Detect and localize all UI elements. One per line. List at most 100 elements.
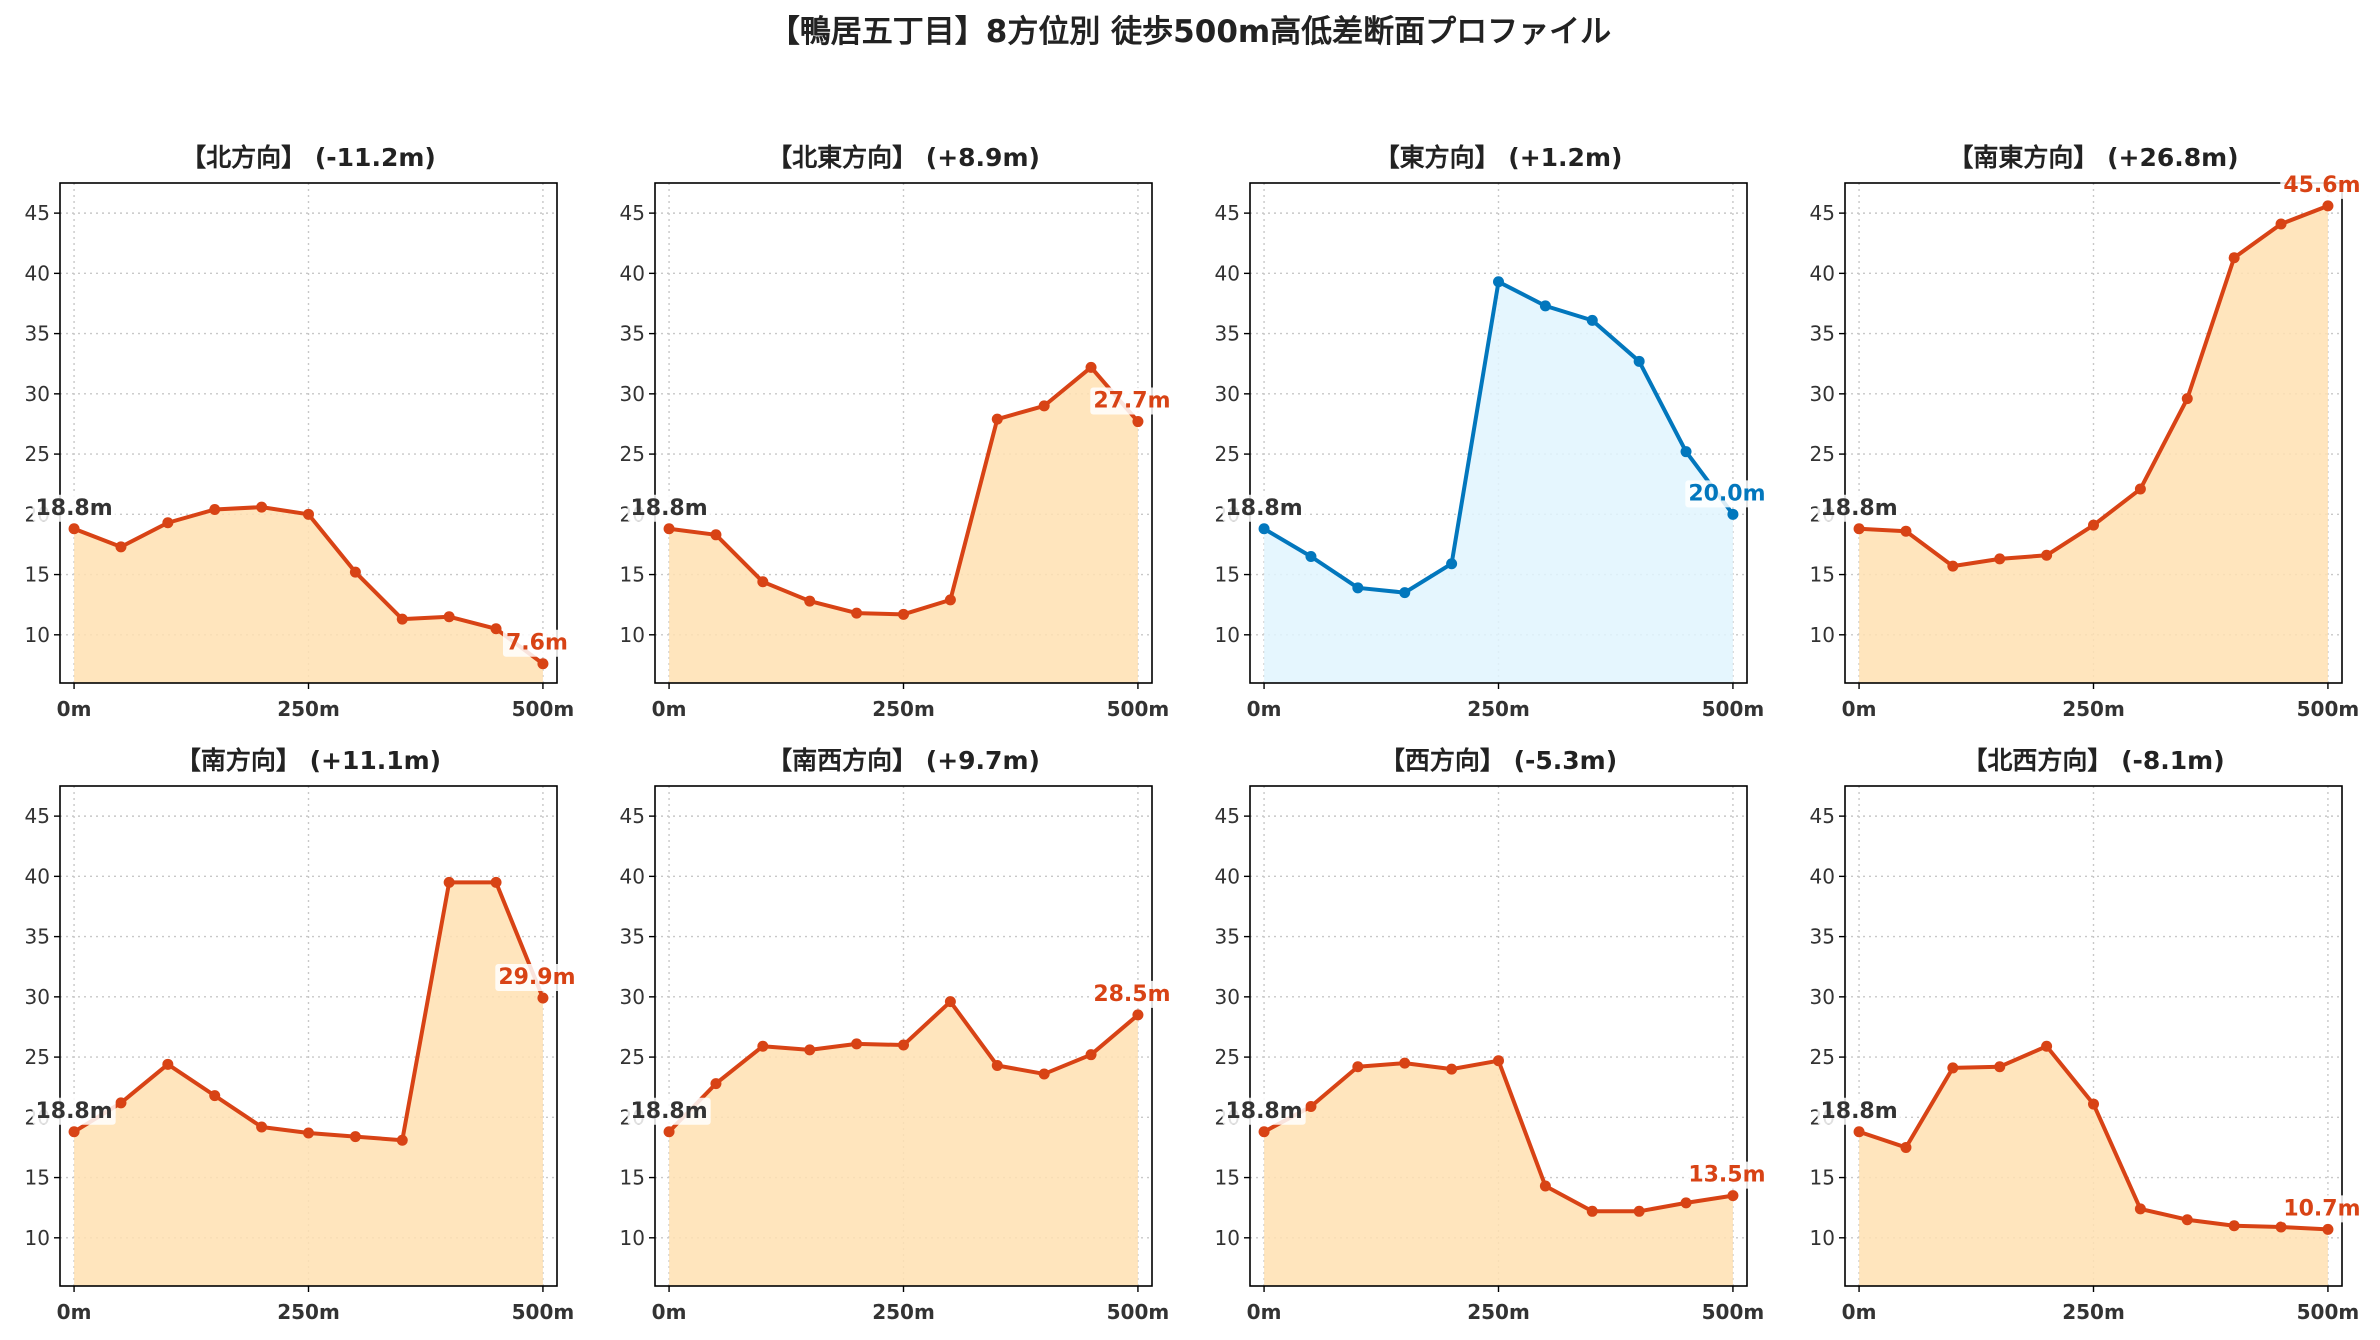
end-value-label: 28.5m: [1093, 982, 1170, 1007]
y-tick-label: 10: [1810, 1226, 1835, 1250]
start-value-label: 18.8m: [35, 496, 112, 521]
y-tick-label: 15: [25, 563, 50, 587]
figure-title: 【鴨居五丁目】8方位別 徒歩500m高低差断面プロファイル: [768, 14, 1612, 50]
data-point: [1947, 560, 1959, 572]
start-value-label: 18.8m: [1225, 1099, 1302, 1124]
data-point: [710, 1078, 722, 1090]
y-tick-label: 40: [1215, 261, 1240, 285]
start-value-label: 18.8m: [35, 1099, 112, 1124]
y-tick-label: 15: [25, 1166, 50, 1190]
y-tick-label: 35: [620, 322, 645, 346]
chart-panel-0: 【北方向】 (-11.2m)10152025303540450m250m500m…: [25, 143, 575, 721]
data-point: [1727, 508, 1739, 520]
x-tick-label: 0m: [1842, 1300, 1877, 1324]
data-point: [1853, 1126, 1865, 1138]
chart-title: 【北方向】 (-11.2m): [181, 143, 436, 172]
end-value-label-bg: [495, 964, 579, 992]
data-point: [804, 595, 816, 607]
data-point: [2088, 519, 2099, 531]
data-point: [2134, 1203, 2146, 1215]
y-tick-label: 35: [1810, 322, 1835, 346]
y-tick-label: 25: [1215, 1045, 1240, 1069]
y-tick-label: 30: [1215, 985, 1240, 1009]
data-point: [1352, 1061, 1364, 1073]
y-tick-label: 15: [620, 563, 645, 587]
data-point: [490, 876, 502, 888]
area-fill: [1859, 205, 2328, 683]
area-fill: [74, 882, 543, 1286]
y-tick-label: 30: [1810, 985, 1835, 1009]
area-fill: [1264, 1060, 1733, 1286]
x-tick-label: 500m: [1107, 1300, 1170, 1324]
start-value-label-bg: [627, 1097, 711, 1125]
data-point: [162, 1058, 174, 1070]
chart-title: 【東方向】 (+1.2m): [1375, 143, 1623, 172]
y-tick-label: 30: [1215, 382, 1240, 406]
data-point: [256, 501, 268, 513]
data-point: [1994, 553, 2006, 565]
data-point: [1258, 1126, 1270, 1138]
x-tick-label: 0m: [1247, 1300, 1282, 1324]
x-tick-label: 250m: [2062, 1300, 2125, 1324]
data-point: [1305, 1100, 1317, 1112]
y-tick-label: 10: [1215, 1226, 1240, 1250]
data-point: [537, 992, 549, 1004]
data-point: [1539, 1180, 1551, 1192]
chart-panel-1: 【北東方向】 (+8.9m)10152025303540450m250m500m…: [620, 143, 1174, 721]
data-point: [443, 876, 455, 888]
data-point: [898, 608, 909, 620]
data-point: [2041, 1040, 2053, 1052]
end-value-label: 10.7m: [2283, 1196, 2360, 1221]
area-fill: [74, 507, 543, 683]
end-value-label-bg: [2280, 1195, 2364, 1223]
y-tick-label: 15: [620, 1166, 645, 1190]
area-fill: [669, 1001, 1138, 1286]
chart-panel-3: 【南東方向】 (+26.8m)10152025303540450m250m500…: [1810, 143, 2364, 721]
data-point: [1399, 1057, 1411, 1069]
chart-panel-2: 【東方向】 (+1.2m)10152025303540450m250m500m1…: [1215, 143, 1769, 721]
data-point: [2322, 200, 2334, 212]
y-tick-label: 45: [25, 201, 50, 225]
x-tick-label: 0m: [1247, 697, 1282, 721]
end-value-label: 13.5m: [1688, 1163, 1765, 1188]
y-tick-label: 35: [25, 322, 50, 346]
data-point: [1493, 1055, 1504, 1067]
x-tick-label: 250m: [277, 1300, 340, 1324]
start-value-label-bg: [1222, 494, 1306, 522]
data-point: [1994, 1061, 2006, 1073]
chart-panel-5: 【南西方向】 (+9.7m)10152025303540450m250m500m…: [620, 746, 1174, 1324]
data-point: [944, 594, 956, 606]
data-point: [1900, 525, 1912, 537]
data-point: [303, 1127, 314, 1139]
end-value-label-bg: [1090, 387, 1174, 415]
y-tick-label: 35: [1810, 925, 1835, 949]
y-tick-label: 40: [1215, 864, 1240, 888]
data-point: [537, 658, 549, 670]
data-point: [2228, 1220, 2240, 1232]
data-point: [944, 996, 956, 1008]
data-point: [2181, 393, 2193, 405]
data-point: [303, 508, 314, 520]
y-tick-label: 15: [1810, 563, 1835, 587]
y-tick-label: 25: [1810, 1045, 1835, 1069]
chart-panel-6: 【西方向】 (-5.3m)10152025303540450m250m500m1…: [1215, 746, 1769, 1324]
data-point: [2228, 252, 2240, 264]
x-tick-label: 500m: [512, 697, 575, 721]
data-point: [162, 517, 174, 529]
data-point: [1586, 1205, 1598, 1217]
data-point: [851, 1038, 863, 1050]
y-tick-label: 25: [620, 1045, 645, 1069]
x-tick-label: 250m: [1467, 697, 1530, 721]
start-value-label-bg: [627, 494, 711, 522]
data-point: [2181, 1214, 2193, 1226]
y-tick-label: 30: [620, 985, 645, 1009]
data-point: [1900, 1141, 1912, 1153]
data-point: [209, 504, 221, 516]
x-tick-label: 500m: [512, 1300, 575, 1324]
data-point: [349, 566, 361, 578]
x-tick-label: 250m: [872, 1300, 935, 1324]
end-value-label-bg: [1685, 1161, 1769, 1189]
start-value-label-bg: [1222, 1097, 1306, 1125]
data-point: [490, 623, 502, 635]
